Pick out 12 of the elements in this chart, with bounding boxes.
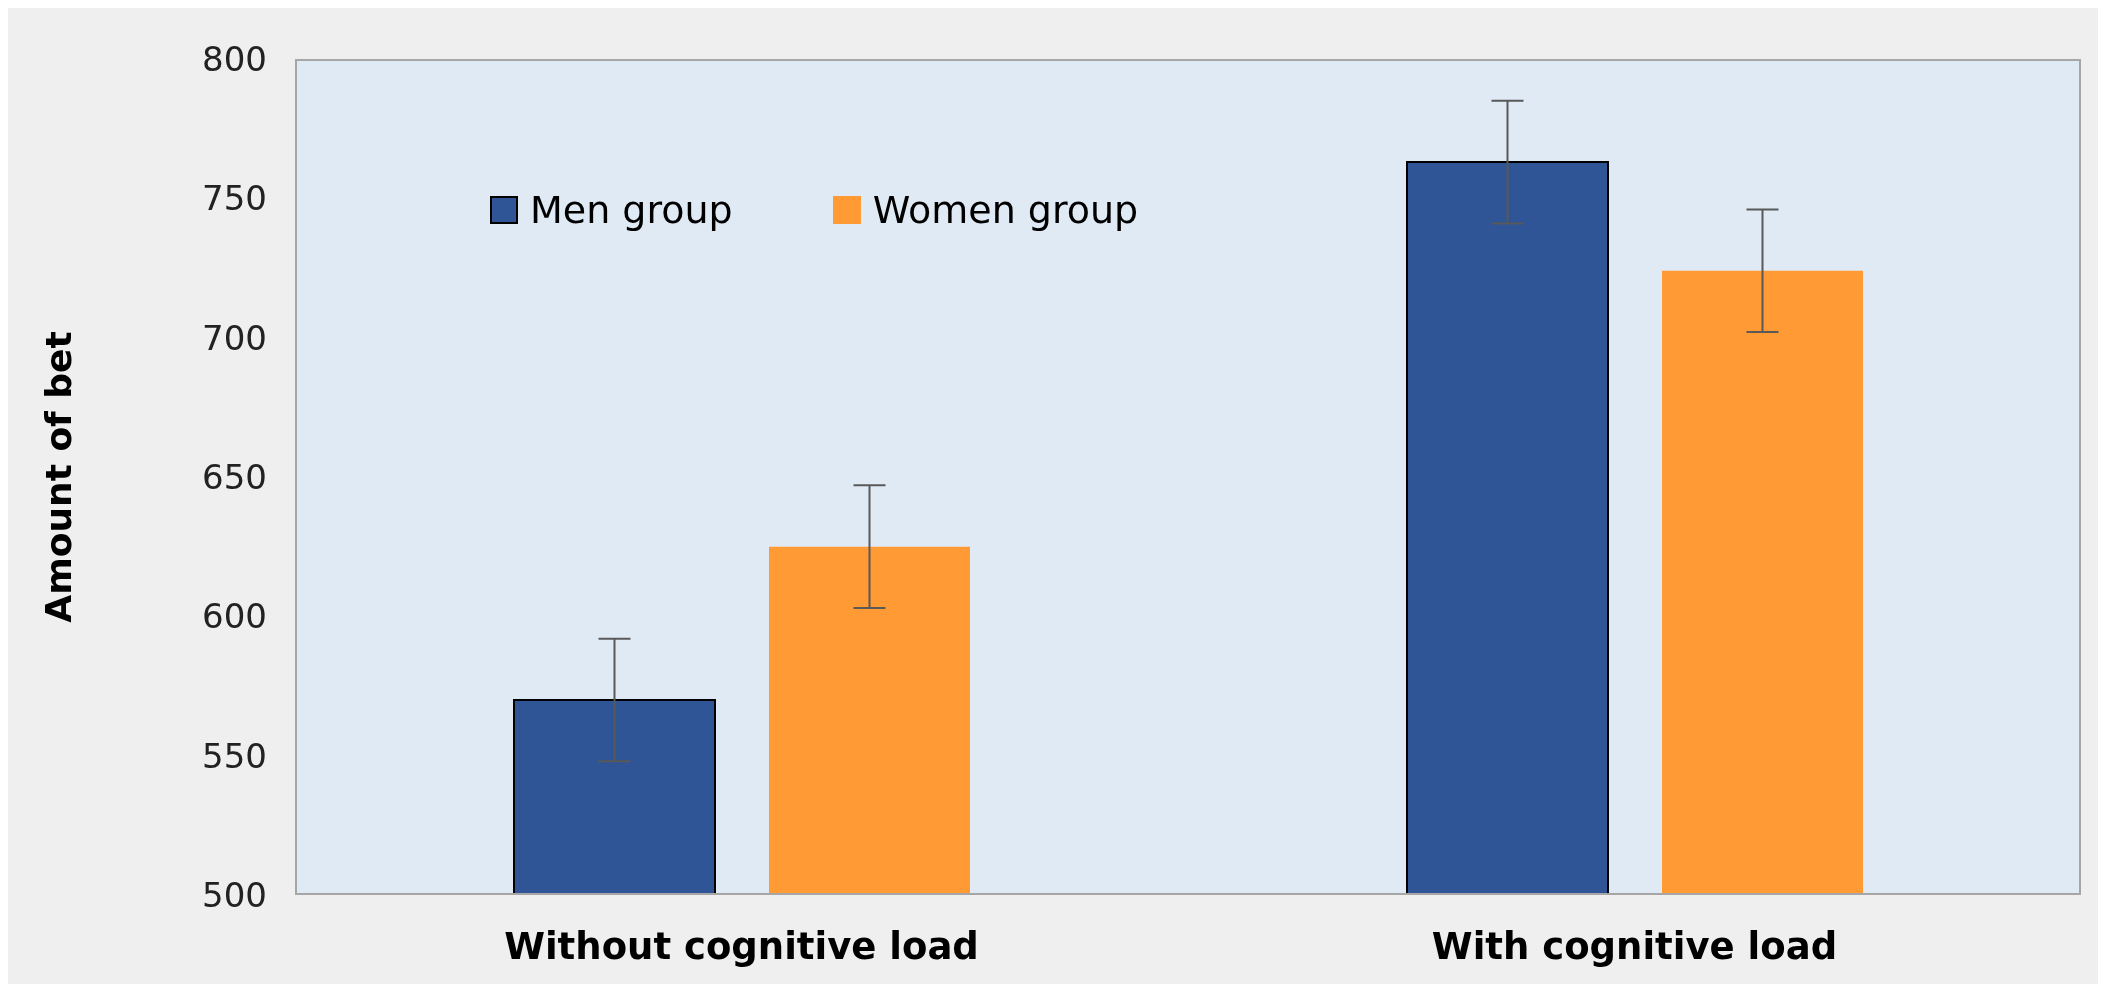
y-tick-label: 650 [202,457,267,498]
x-tick-label: Without cognitive load [504,925,979,969]
y-tick-label: 750 [202,178,267,219]
y-tick-label: 550 [202,735,267,776]
legend-label: Men group [530,188,733,232]
y-tick-label: 700 [202,317,267,358]
y-tick-label: 600 [202,596,267,637]
y-axis-title: Amount of bet [37,331,79,623]
legend-label: Women group [872,188,1139,232]
y-tick-label: 800 [202,39,267,80]
y-tick-label: 500 [202,875,267,916]
x-tick-label: With cognitive load [1431,925,1838,969]
